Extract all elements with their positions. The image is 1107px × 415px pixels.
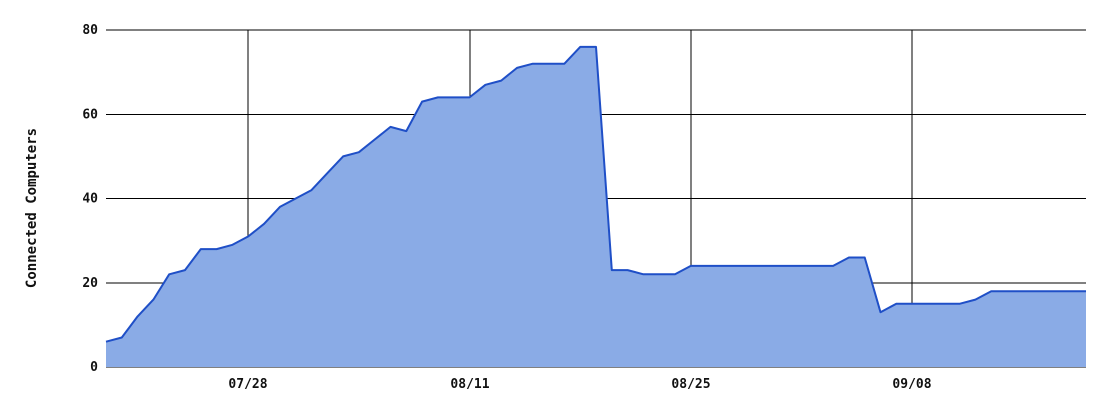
x-tick-label: 08/25 — [671, 377, 710, 392]
area-fill — [106, 46, 1086, 368]
x-tick-labels: 07/28 08/11 08/25 09/08 — [228, 377, 931, 392]
area-layer — [105, 45, 1087, 368]
y-axis-title: Connected Computers — [24, 128, 40, 288]
y-tick-label: 40 — [82, 192, 98, 207]
y-tick-labels: 0 20 40 60 80 — [82, 23, 98, 375]
x-tick-label: 07/28 — [228, 377, 267, 392]
x-tick-label: 09/08 — [892, 377, 931, 392]
y-tick-label: 20 — [82, 276, 98, 291]
y-tick-label: 0 — [90, 360, 98, 375]
y-tick-label: 60 — [82, 107, 98, 122]
y-tick-label: 80 — [82, 23, 98, 38]
x-tick-label: 08/11 — [450, 377, 489, 392]
